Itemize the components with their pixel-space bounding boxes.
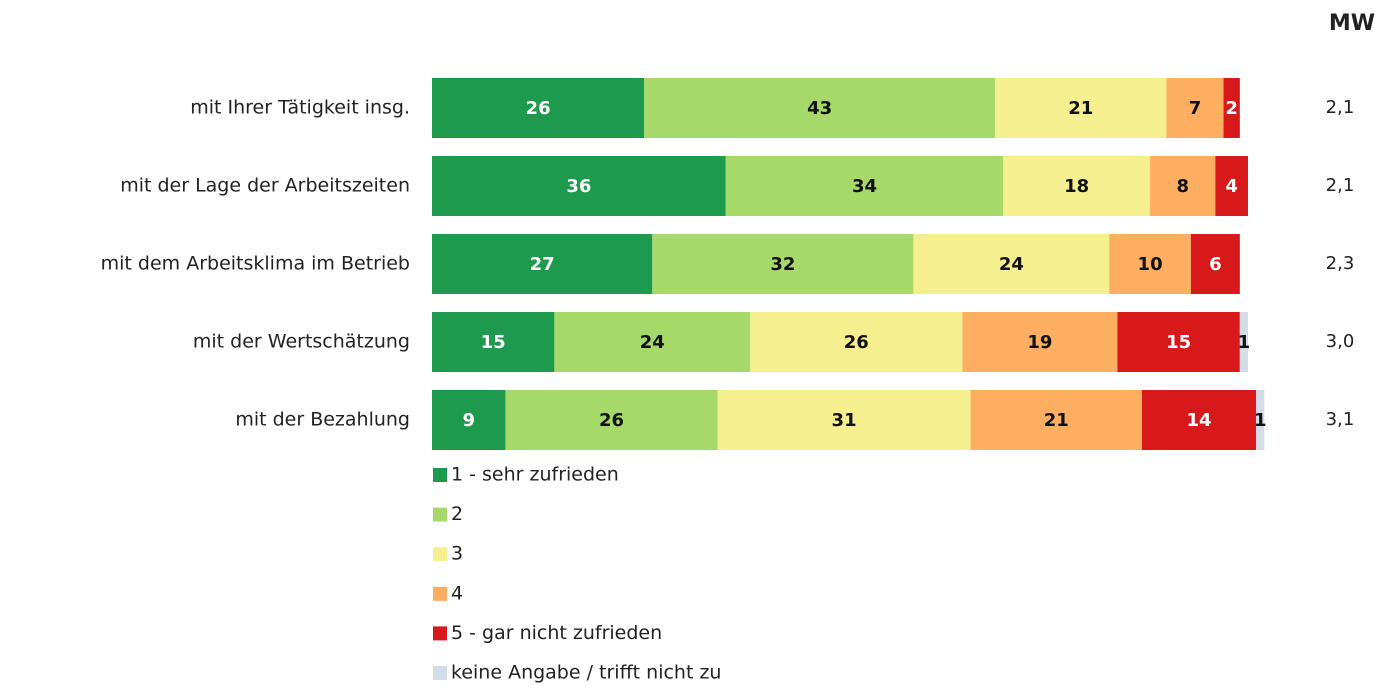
data-label: 36 — [566, 176, 591, 197]
data-label: 9 — [462, 410, 475, 431]
bar-segment — [432, 78, 645, 138]
bar-segment — [432, 234, 653, 294]
data-label: 27 — [530, 254, 555, 275]
bar-segment — [1239, 312, 1248, 372]
data-label: 43 — [807, 98, 832, 119]
bar-segment — [1166, 78, 1224, 138]
bar-segment — [717, 390, 971, 450]
data-label: 26 — [844, 332, 869, 353]
mw-value: 2,3 — [1326, 253, 1355, 274]
bar-segment — [432, 390, 506, 450]
legend-label: keine Angabe / trifft nicht zu — [451, 662, 721, 684]
data-label: 19 — [1027, 332, 1052, 353]
category-label: mit der Wertschätzung — [193, 331, 410, 353]
bar-segment — [432, 312, 555, 372]
legend-swatch — [433, 547, 447, 562]
data-label: 21 — [1068, 98, 1093, 119]
mw-title: MW — [1329, 11, 1375, 36]
data-label: 14 — [1187, 410, 1212, 431]
data-label: 18 — [1064, 176, 1089, 197]
bar-segment — [505, 390, 718, 450]
legend-swatch — [433, 507, 447, 522]
mw-value: 3,1 — [1326, 409, 1355, 430]
data-label: 15 — [1166, 332, 1191, 353]
bar-segment — [750, 312, 963, 372]
legend-label: 1 - sehr zufrieden — [451, 464, 619, 486]
data-label: 21 — [1044, 410, 1069, 431]
bar-segment — [644, 78, 996, 138]
bar-segment — [432, 156, 726, 216]
data-label: 31 — [832, 410, 857, 431]
bar-segment — [1150, 156, 1216, 216]
data-label: 4 — [1225, 176, 1238, 197]
mw-value: 2,1 — [1326, 97, 1355, 118]
bar-segment — [1117, 312, 1240, 372]
bar-segment — [970, 390, 1142, 450]
data-label: 7 — [1189, 98, 1202, 119]
bar-segment — [1215, 156, 1248, 216]
bar-segment — [1223, 78, 1240, 138]
legend-label: 3 — [451, 543, 463, 565]
data-label: 8 — [1176, 176, 1189, 197]
bar-segment — [962, 312, 1118, 372]
bar-segment — [554, 312, 751, 372]
legend-swatch — [433, 468, 447, 482]
bar-segment — [1003, 156, 1151, 216]
bar-segment — [652, 234, 914, 294]
data-label: 32 — [770, 254, 795, 275]
data-label: 6 — [1209, 254, 1222, 275]
data-label: 10 — [1138, 254, 1163, 275]
legend-label: 2 — [451, 503, 463, 525]
mw-value: 3,0 — [1326, 331, 1355, 352]
legend-label: 5 - gar nicht zufrieden — [451, 622, 662, 644]
category-label: mit der Bezahlung — [235, 409, 410, 431]
category-label: mit der Lage der Arbeitszeiten — [120, 175, 410, 197]
legend-swatch — [433, 626, 447, 641]
legend-label: 4 — [451, 582, 463, 604]
data-label: 26 — [526, 98, 551, 119]
bar-segment — [1109, 234, 1191, 294]
bar-segment — [913, 234, 1110, 294]
data-label: 2 — [1225, 98, 1238, 119]
category-label: mit dem Arbeitsklima im Betrieb — [101, 253, 410, 275]
legend-swatch — [433, 586, 447, 601]
data-label: 1 — [1254, 410, 1267, 431]
bar-segment — [725, 156, 1004, 216]
bar-segment — [995, 78, 1167, 138]
data-label: 34 — [852, 176, 877, 197]
bar-segment — [1256, 390, 1265, 450]
mw-value: 2,1 — [1326, 175, 1355, 196]
bar-segment — [1190, 234, 1240, 294]
category-label: mit Ihrer Tätigkeit insg. — [190, 97, 410, 119]
bar-segment — [1141, 390, 1257, 450]
data-label: 1 — [1238, 332, 1251, 353]
data-label: 15 — [481, 332, 506, 353]
data-label: 24 — [999, 254, 1024, 275]
legend-swatch — [433, 666, 447, 680]
data-label: 24 — [640, 332, 665, 353]
data-label: 26 — [599, 410, 624, 431]
